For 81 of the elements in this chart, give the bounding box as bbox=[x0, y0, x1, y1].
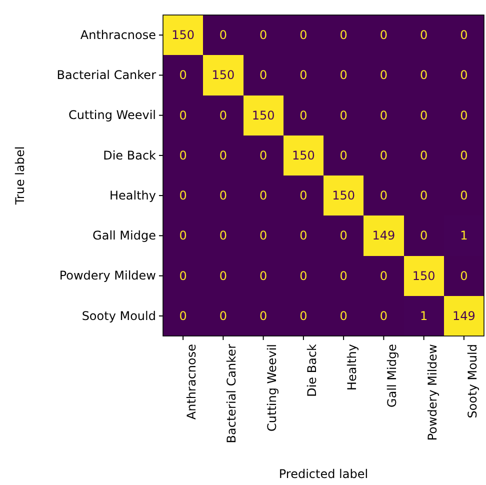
data-label: 0 bbox=[420, 28, 428, 42]
x-tick-label: Powdery Mildew bbox=[425, 344, 440, 441]
data-label: 0 bbox=[460, 108, 468, 122]
data-label: 150 bbox=[172, 28, 195, 42]
data-label: 0 bbox=[380, 148, 388, 162]
data-label: 0 bbox=[259, 308, 268, 323]
x-tick-label: Gall Midge bbox=[385, 344, 400, 408]
data-label: 0 bbox=[300, 308, 308, 323]
x-tick-label: Die Back bbox=[304, 344, 319, 397]
y-tick-label: Gall Midge bbox=[92, 228, 156, 243]
data-label: 0 bbox=[460, 148, 468, 162]
data-label: 150 bbox=[252, 108, 275, 122]
data-label: 0 bbox=[300, 228, 308, 243]
data-label: 0 bbox=[380, 188, 388, 203]
y-tick-label: Die Back bbox=[103, 148, 156, 162]
y-tick-label: Healthy bbox=[109, 188, 156, 202]
data-label: 0 bbox=[179, 188, 187, 203]
data-label: 0 bbox=[179, 268, 187, 283]
data-label: 150 bbox=[292, 148, 315, 162]
data-label: 0 bbox=[380, 108, 388, 122]
data-label: 0 bbox=[380, 28, 388, 42]
data-label: 0 bbox=[340, 228, 348, 243]
data-label: 0 bbox=[340, 68, 348, 82]
y-tick-label: Sooty Mould bbox=[82, 308, 156, 323]
data-label: 0 bbox=[219, 308, 228, 323]
data-label: 0 bbox=[460, 268, 468, 283]
data-label: 0 bbox=[340, 268, 348, 283]
data-label: 0 bbox=[259, 148, 268, 162]
data-label: 0 bbox=[460, 28, 468, 42]
y-axis-title: True label bbox=[13, 146, 27, 206]
data-label: 150 bbox=[332, 188, 356, 203]
x-tick-label: Bacterial Canker bbox=[224, 344, 239, 444]
data-label: 0 bbox=[259, 28, 268, 42]
data-label: 0 bbox=[300, 108, 308, 122]
data-label: 0 bbox=[460, 68, 468, 82]
data-label: 0 bbox=[460, 188, 468, 203]
data-label: 0 bbox=[340, 108, 348, 122]
data-label: 0 bbox=[420, 68, 428, 82]
data-label: 1 bbox=[460, 228, 468, 243]
data-label: 0 bbox=[219, 148, 228, 162]
data-label: 0 bbox=[219, 188, 228, 203]
data-label: 0 bbox=[300, 68, 308, 82]
y-tick-label: Powdery Mildew bbox=[59, 268, 156, 283]
data-label: 150 bbox=[412, 268, 436, 283]
data-label: 0 bbox=[219, 108, 228, 122]
data-label: 0 bbox=[300, 28, 308, 42]
data-label: 149 bbox=[372, 228, 396, 243]
data-label: 0 bbox=[300, 268, 308, 283]
x-tick-label: Healthy bbox=[345, 344, 360, 391]
x-axis-title: Predicted label bbox=[278, 467, 368, 481]
data-label: 0 bbox=[259, 268, 268, 283]
data-label: 0 bbox=[179, 148, 187, 162]
data-label: 0 bbox=[179, 308, 187, 323]
x-tick-label: Cutting Weevil bbox=[264, 344, 279, 432]
y-tick-label: Bacterial Canker bbox=[56, 68, 156, 82]
data-label: 0 bbox=[300, 188, 308, 203]
data-label: 0 bbox=[179, 68, 187, 82]
data-label: 0 bbox=[340, 308, 348, 323]
data-label: 0 bbox=[179, 108, 187, 122]
data-label: 0 bbox=[420, 188, 428, 203]
y-tick-label: Cutting Weevil bbox=[68, 108, 156, 122]
data-label: 0 bbox=[259, 228, 268, 243]
data-label: 0 bbox=[340, 28, 348, 42]
data-label: 0 bbox=[219, 228, 228, 243]
data-label: 150 bbox=[212, 68, 235, 82]
data-label: 0 bbox=[179, 228, 187, 243]
data-label: 0 bbox=[259, 188, 268, 203]
data-label: 1 bbox=[420, 308, 428, 323]
data-label: 0 bbox=[259, 68, 268, 82]
data-label: 0 bbox=[420, 108, 428, 122]
x-tick-label: Sooty Mould bbox=[465, 344, 480, 418]
data-label: 0 bbox=[219, 28, 228, 42]
data-label: 0 bbox=[380, 308, 388, 323]
data-label: 0 bbox=[380, 268, 388, 283]
data-label: 0 bbox=[420, 228, 428, 243]
data-label: 0 bbox=[340, 148, 348, 162]
data-label: 0 bbox=[219, 268, 228, 283]
data-label: 149 bbox=[452, 308, 476, 323]
data-label: 0 bbox=[420, 148, 428, 162]
y-tick-label: Anthracnose bbox=[80, 28, 156, 42]
data-label: 0 bbox=[380, 68, 388, 82]
